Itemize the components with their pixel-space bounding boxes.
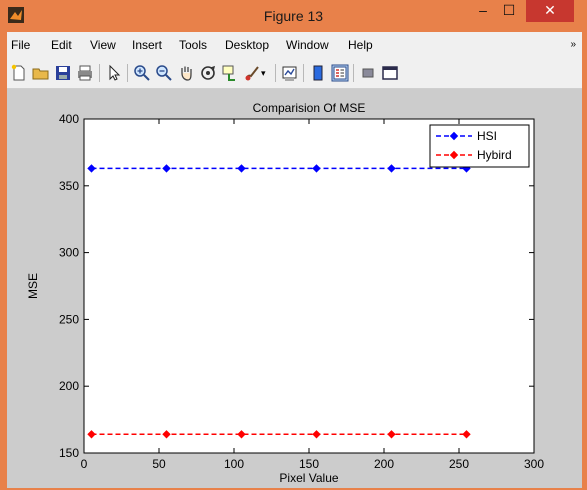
- data-point-hsi: [387, 164, 396, 173]
- print-icon[interactable]: [76, 64, 94, 82]
- data-point-hsi: [162, 164, 171, 173]
- data-cursor-icon[interactable]: [221, 64, 239, 82]
- menu-overflow-icon[interactable]: »: [570, 39, 576, 50]
- pan-hand-icon[interactable]: [177, 64, 195, 82]
- y-tick-label: 300: [59, 246, 79, 260]
- y-tick-label: 350: [59, 179, 79, 193]
- legend-box[interactable]: [429, 124, 530, 168]
- data-point-hybird: [462, 430, 471, 439]
- data-point-hybird: [237, 430, 246, 439]
- y-tick-label: 400: [59, 112, 79, 126]
- menu-desktop[interactable]: Desktop: [225, 38, 270, 52]
- menu-view[interactable]: View: [90, 38, 116, 52]
- brush-dropdown-icon[interactable]: ▾: [261, 68, 266, 78]
- colorbar-icon[interactable]: [309, 64, 327, 82]
- hide-plot-tools-icon[interactable]: [359, 64, 377, 82]
- menu-window[interactable]: Window: [286, 38, 329, 52]
- menu-bar: File Edit View Insert Tools Desktop Wind…: [7, 32, 582, 58]
- save-icon[interactable]: [54, 64, 72, 82]
- x-axis-label: Pixel Value: [279, 471, 338, 485]
- minimize-button[interactable]: –: [479, 2, 487, 18]
- pointer-icon[interactable]: [105, 64, 123, 82]
- x-tick-label: 150: [299, 457, 319, 471]
- legend-label-hybird: Hybird: [477, 148, 512, 162]
- open-file-icon[interactable]: [32, 64, 50, 82]
- zoom-out-icon[interactable]: [155, 64, 173, 82]
- figure-toolbar: ▾: [7, 58, 582, 89]
- menu-tools[interactable]: Tools: [179, 38, 208, 52]
- x-tick-label: 200: [374, 457, 394, 471]
- menu-edit[interactable]: Edit: [51, 38, 72, 52]
- y-tick-label: 200: [59, 379, 79, 393]
- toolbar-separator: [99, 64, 100, 82]
- menu-help[interactable]: Help: [348, 38, 373, 52]
- y-tick-label: 150: [59, 446, 79, 460]
- data-point-hsi: [237, 164, 246, 173]
- data-point-hybird: [387, 430, 396, 439]
- menu-file[interactable]: File: [11, 38, 31, 52]
- mse-chart[interactable]: Comparision Of MSE 0 50 100 150 200 250 300 150 2…: [7, 89, 582, 488]
- toolbar-separator: [275, 64, 276, 82]
- data-point-hsi: [87, 164, 96, 173]
- plot-area[interactable]: [83, 118, 535, 454]
- figure-canvas[interactable]: Comparision Of MSE 0 50 100 150 200 250 300 150 2…: [7, 89, 582, 488]
- show-plot-tools-icon[interactable]: [381, 64, 399, 82]
- x-tick-label: 50: [152, 457, 166, 471]
- toolbar-separator: [353, 64, 354, 82]
- rotate-3d-icon[interactable]: [199, 64, 217, 82]
- maximize-button[interactable]: ☐: [502, 2, 516, 18]
- legend-marker-hybird: [449, 150, 459, 160]
- matlab-logo-icon: [8, 7, 24, 23]
- legend-marker-hsi: [449, 131, 459, 141]
- link-plot-icon[interactable]: [281, 64, 299, 82]
- window-title: Figure 13: [263, 8, 324, 24]
- title-bar[interactable]: Figure 13 – ☐ ✕: [0, 0, 587, 32]
- legend-label-hsi: HSI: [477, 129, 497, 143]
- toolbar-separator: [127, 64, 128, 82]
- y-tick-label: 250: [59, 312, 79, 326]
- zoom-in-icon[interactable]: [133, 64, 151, 82]
- x-tick-label: 0: [81, 457, 88, 471]
- legend-icon[interactable]: [331, 64, 349, 82]
- data-point-hybird: [162, 430, 171, 439]
- x-tick-label: 250: [449, 457, 469, 471]
- y-axis-label: MSE: [26, 273, 40, 299]
- data-point-hybird: [312, 430, 321, 439]
- data-point-hybird: [87, 430, 96, 439]
- menu-insert[interactable]: Insert: [132, 38, 163, 52]
- data-point-hsi: [312, 164, 321, 173]
- new-figure-icon[interactable]: [10, 64, 28, 82]
- x-tick-label: 100: [224, 457, 244, 471]
- toolbar-separator: [303, 64, 304, 82]
- close-button[interactable]: ✕: [526, 0, 574, 22]
- brush-icon[interactable]: [243, 64, 261, 82]
- x-tick-label: 300: [524, 457, 544, 471]
- chart-title: Comparision Of MSE: [253, 101, 366, 115]
